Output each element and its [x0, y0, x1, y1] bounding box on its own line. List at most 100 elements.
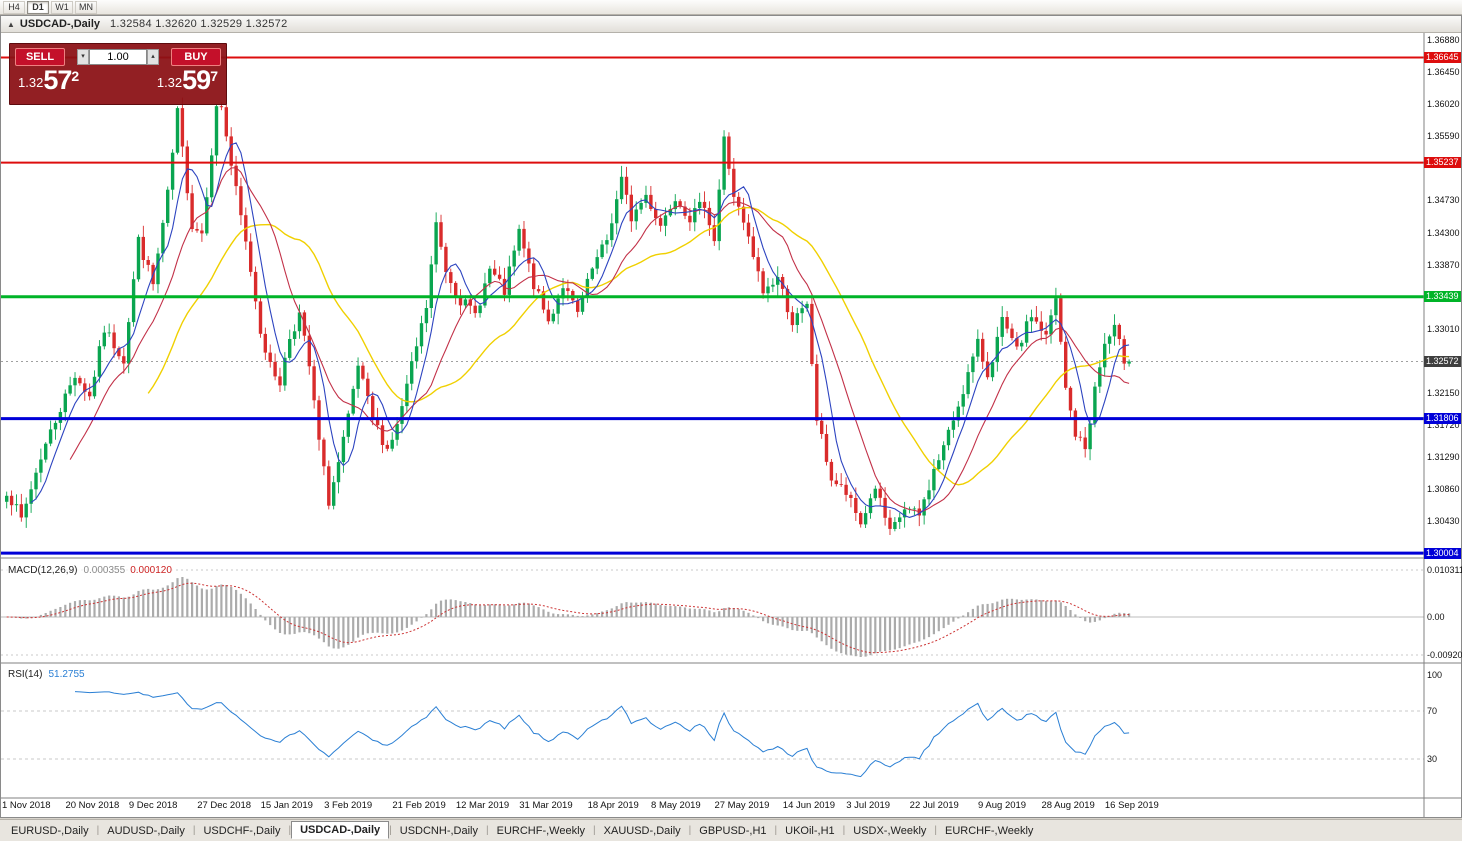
macd-signal-value: 0.000120 — [130, 565, 172, 576]
chart-tab-eurchf-weekly[interactable]: EURCHF-,Weekly — [945, 824, 1034, 837]
price-axis-label: 1.34730 — [1427, 195, 1460, 206]
chart-tab-ukoil-h1[interactable]: UKOil-,H1 — [785, 824, 835, 837]
chart-tab-eurusd-daily[interactable]: EURUSD-,Daily — [11, 824, 89, 837]
sell-price-sup: 2 — [71, 68, 80, 84]
price-axis-label: 1.30430 — [1427, 516, 1460, 527]
price-axis-label: 1.35590 — [1427, 131, 1460, 142]
volume-decrease-button[interactable]: ▾ — [77, 49, 89, 65]
price-axis-label: 1.36880 — [1427, 35, 1460, 45]
price-line-badge: 1.35237 — [1424, 157, 1461, 169]
date-axis-label: 18 Apr 2019 — [587, 800, 639, 811]
sell-price-prefix: 1.32 — [18, 75, 44, 90]
macd-axis-label: 0.00 — [1427, 612, 1445, 622]
macd-main-value: 0.000355 — [83, 565, 126, 576]
tab-separator: | — [288, 825, 292, 836]
date-axis-label: 8 May 2019 — [651, 800, 701, 811]
chart-tab-xauusd-daily[interactable]: XAUUSD-,Daily — [603, 824, 681, 837]
rsi-name: RSI(14) — [8, 669, 43, 680]
date-axis-label: 27 May 2019 — [714, 800, 770, 811]
date-axis-label: 9 Aug 2019 — [978, 800, 1027, 811]
date-axis-label: 31 Mar 2019 — [519, 800, 573, 811]
price-chart-svg[interactable] — [1, 33, 1461, 817]
timeframe-toolbar: H4 D1 W1 MN — [0, 0, 1462, 15]
rsi-axis-label: 70 — [1427, 706, 1438, 716]
timeframe-button-d1[interactable]: D1 — [27, 0, 49, 14]
price-line-badge: 1.36645 — [1424, 52, 1461, 64]
date-axis-label: 20 Nov 2018 — [65, 800, 120, 811]
buy-button[interactable]: BUY — [171, 48, 221, 66]
timeframe-button-mn[interactable]: MN — [75, 0, 97, 14]
chart-tab-usdcad-daily[interactable]: USDCAD-,Daily — [291, 820, 390, 839]
date-axis-label: 3 Feb 2019 — [324, 800, 373, 811]
rsi-axis-label: 30 — [1427, 754, 1438, 764]
tab-separator: | — [389, 825, 392, 836]
price-axis[interactable]: 1.36880 1.36450 1.36020 1.35590 1.34730 1.343… — [1424, 33, 1462, 817]
macd-name: MACD(12,26,9) — [8, 565, 78, 576]
price-line-badge: 1.30004 — [1424, 547, 1461, 559]
price-axis-label: 1.34300 — [1427, 227, 1460, 238]
sell-price-big: 57 — [43, 65, 72, 95]
macd-label: MACD(12,26,9) 0.000355 0.000120 — [6, 565, 174, 576]
macd-histogram — [10, 577, 1131, 657]
chart-tab-gbpusd-h1[interactable]: GBPUSD-,H1 — [699, 824, 767, 837]
chart-titlebar: ▲ USDCAD-,Daily 1.32584 1.32620 1.32529 … — [1, 16, 1461, 33]
tab-separator: | — [486, 825, 489, 836]
date-axis-label: 9 Dec 2018 — [128, 800, 178, 811]
chart-title-ohlc: 1.32584 1.32620 1.32529 1.32572 — [110, 18, 288, 30]
buy-price-big: 59 — [182, 65, 211, 95]
chart-tab-usdchf-daily[interactable]: USDCHF-,Daily — [203, 824, 281, 837]
timeframe-button-h4[interactable]: H4 — [3, 0, 25, 14]
ma-mid-line — [69, 167, 1130, 513]
date-axis-label: 15 Jan 2019 — [260, 800, 313, 811]
price-axis-label: 1.33010 — [1427, 323, 1460, 334]
buy-price-sup: 7 — [210, 68, 218, 84]
tab-separator: | — [593, 825, 596, 836]
price-line-badge: 1.33439 — [1424, 291, 1461, 303]
chart-tab-eurchf-weekly[interactable]: EURCHF-,Weekly — [496, 824, 586, 837]
collapse-icon[interactable]: ▲ — [7, 19, 15, 29]
buy-price-display: 1.32 59 7 — [157, 67, 218, 94]
date-axis-label: 22 Jul 2019 — [909, 800, 959, 811]
macd-axis-label: 0.010311 — [1427, 565, 1462, 575]
date-axis-label: 3 Jul 2019 — [846, 800, 891, 811]
chart-tab-usdcnh-daily[interactable]: USDCNH-,Daily — [399, 824, 478, 837]
rsi-line — [74, 691, 1130, 778]
rsi-value: 51.2755 — [48, 669, 85, 680]
tab-separator: | — [842, 825, 846, 836]
macd-signal-line — [6, 582, 1130, 654]
rsi-pane — [1, 691, 1424, 778]
date-axis-label: 28 Aug 2019 — [1041, 800, 1095, 811]
chart-tab-usdx-weekly[interactable]: USDX-,Weekly — [853, 824, 927, 837]
macd-axis-label: -0.009203 — [1427, 650, 1462, 660]
price-axis-label: 1.33870 — [1427, 259, 1460, 270]
price-axis-label: 1.31720 — [1427, 420, 1460, 431]
volume-input[interactable] — [89, 49, 147, 65]
chart-tab-audusd-daily[interactable]: AUDUSD-,Daily — [107, 824, 185, 837]
sell-price-display: 1.32 57 2 — [18, 67, 79, 94]
date-axis-label: 21 Feb 2019 — [392, 800, 446, 811]
main-pane — [1, 56, 1424, 555]
sell-button[interactable]: SELL — [15, 48, 65, 66]
date-axis-label: 14 Jun 2019 — [782, 800, 836, 811]
price-axis-label: 1.31290 — [1427, 452, 1460, 463]
current-price-badge: 1.32572 — [1424, 355, 1461, 367]
tab-bar: EURUSD-,Daily | AUDUSD-,Daily | USDCHF-,Dail… — [0, 819, 1462, 841]
timeframe-button-w1[interactable]: W1 — [51, 0, 73, 14]
rsi-axis-label: 100 — [1427, 670, 1443, 680]
tab-separator: | — [934, 825, 938, 836]
date-axis-label: 16 Sep 2019 — [1104, 800, 1159, 811]
chart-window: ▲ USDCAD-,Daily 1.32584 1.32620 1.32529 … — [0, 15, 1462, 818]
date-axis-label: 12 Mar 2019 — [455, 800, 510, 811]
price-axis-label: 1.36020 — [1427, 99, 1460, 110]
chart-title-symbol: USDCAD-,Daily — [19, 18, 100, 30]
ma-slow-line — [147, 206, 1130, 486]
date-axis-label: 1 Nov 2018 — [2, 800, 51, 811]
tab-separator: | — [688, 825, 692, 836]
timeframe-buttons: H4 D1 W1 MN — [3, 0, 97, 14]
price-axis-label: 1.30860 — [1427, 484, 1460, 495]
price-axis-label: 1.36450 — [1427, 67, 1460, 78]
volume-increase-button[interactable]: ▴ — [147, 49, 159, 65]
tab-separator: | — [96, 825, 100, 836]
price-axis-label: 1.32150 — [1427, 387, 1460, 398]
